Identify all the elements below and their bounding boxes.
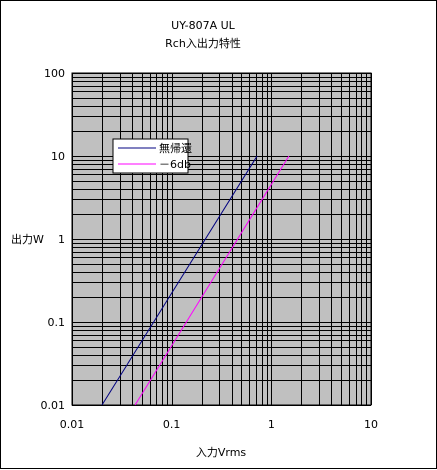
- x-tick-label: 10: [364, 418, 378, 431]
- y-tick-label: 10: [51, 150, 65, 163]
- y-tick-label: 0.01: [41, 399, 66, 412]
- plot-frame: [71, 72, 372, 406]
- y-tick-label: 0.1: [48, 316, 66, 329]
- chart-subtitle: Rch入出力特性: [165, 36, 241, 50]
- y-tick-label: 1: [58, 233, 65, 246]
- x-tick-label: 0.1: [163, 418, 181, 431]
- series-layer: [101, 155, 290, 406]
- series-line-1: [101, 155, 258, 406]
- y-axis-label: 出力W: [11, 232, 44, 246]
- x-axis-label: 入力Vrms: [196, 446, 247, 459]
- legend: 無帰還 －6db: [112, 138, 192, 174]
- legend-label-series-2: －6db: [159, 158, 191, 171]
- x-tick-labels: 0.01 0.1 1 10: [60, 418, 378, 431]
- legend-label-series-1: 無帰還: [159, 141, 192, 155]
- legend-box: [112, 138, 189, 174]
- x-tick-label: 1: [268, 418, 275, 431]
- x-tick-label: 0.01: [60, 418, 85, 431]
- y-tick-label: 100: [44, 67, 65, 80]
- chart-title: UY-807A UL: [171, 19, 236, 32]
- series-line-2: [134, 155, 290, 406]
- y-tick-labels: 0.01 0.1 1 10 100: [41, 67, 66, 412]
